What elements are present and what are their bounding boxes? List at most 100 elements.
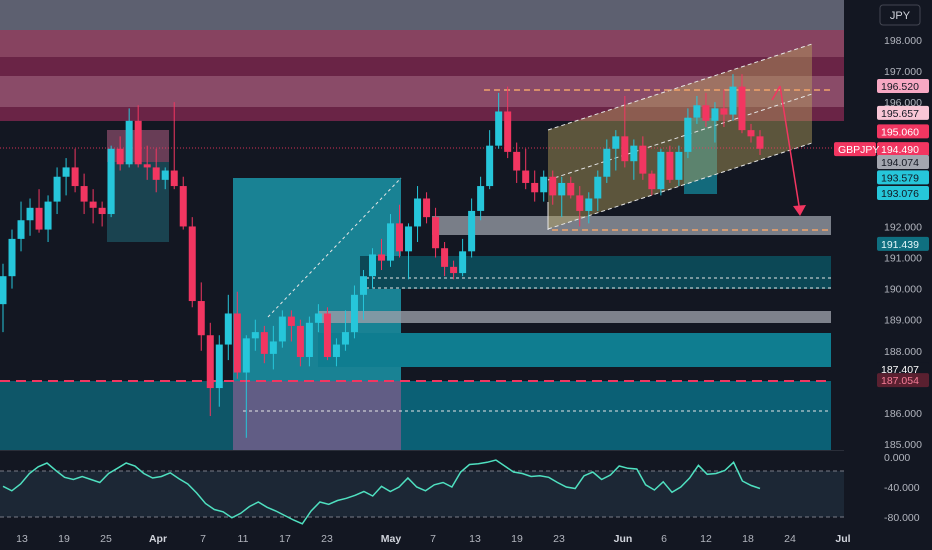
channel-lower-line <box>547 142 813 230</box>
candle-body <box>486 145 494 187</box>
candle-body <box>558 182 566 196</box>
top-grey-zone <box>0 0 844 30</box>
time-tick-label: 23 <box>553 533 565 545</box>
candle <box>486 130 494 190</box>
candle-body <box>260 332 268 354</box>
candle <box>215 335 223 407</box>
price-tag: 191.439 <box>877 236 929 251</box>
price-tag-box <box>877 124 929 139</box>
price-tag: 187.054 <box>877 373 929 388</box>
candle <box>296 319 304 367</box>
candle-body <box>143 164 151 168</box>
candle-body <box>17 220 25 239</box>
candle <box>522 148 530 190</box>
time-tick-label: Jun <box>614 533 633 545</box>
price-tag: 193.579 <box>877 170 929 185</box>
price-tag-label: 191.439 <box>881 239 919 251</box>
candle-body <box>585 198 593 211</box>
candle <box>720 89 728 128</box>
time-tick-label: 7 <box>200 533 206 545</box>
candle-body <box>134 120 142 165</box>
candle <box>459 238 467 277</box>
time-axis-background <box>0 525 932 550</box>
candle <box>387 214 395 267</box>
candle <box>432 207 440 258</box>
candle <box>423 192 431 224</box>
candle-body <box>44 201 52 230</box>
candle-body <box>152 167 160 180</box>
candle <box>242 335 250 438</box>
candle-body <box>197 301 205 336</box>
candle <box>125 108 133 168</box>
candle <box>477 176 485 221</box>
candle-body <box>125 120 133 165</box>
time-axis[interactable]: 13 19 25 Apr 7 11 17 23 May 7 13 19 23 Jun 6 12 18 24 Jul <box>16 533 851 545</box>
time-tick-label: 11 <box>238 533 249 545</box>
candle <box>143 145 151 180</box>
candle <box>540 170 548 202</box>
time-tick-label: Apr <box>149 533 167 545</box>
candle-body <box>206 335 214 389</box>
candle-layer <box>0 74 764 438</box>
candle-body <box>341 332 349 345</box>
pane-divider <box>0 450 880 451</box>
candle <box>107 145 115 218</box>
candle <box>98 201 106 227</box>
candle <box>738 74 746 134</box>
candle-body <box>224 313 232 345</box>
candle-body <box>314 313 322 323</box>
currency-badge[interactable]: JPY <box>879 4 921 26</box>
price-tick-label: 185.000 <box>884 439 922 451</box>
price-tag: 194.074 <box>877 155 929 170</box>
candle-body <box>423 198 431 218</box>
candle-body <box>675 151 683 180</box>
price-tag-box <box>877 373 929 388</box>
time-tick-label: 19 <box>511 533 523 545</box>
candle-body <box>71 167 79 187</box>
currency-badge-box <box>879 4 921 26</box>
candle-body <box>332 344 340 357</box>
candle-body <box>287 316 295 326</box>
candle-body <box>702 105 710 121</box>
candle-body <box>350 294 358 333</box>
candle-body <box>495 111 503 146</box>
candle-body <box>648 173 656 190</box>
candle <box>594 170 602 211</box>
candle-body <box>513 151 521 171</box>
candle-body <box>405 226 413 252</box>
candle-body <box>8 238 16 277</box>
candle <box>71 148 79 193</box>
time-tick-label: 23 <box>321 533 333 545</box>
candle <box>89 189 97 224</box>
price-tag-label: 195.060 <box>881 126 919 138</box>
candle-body <box>278 316 286 342</box>
candle <box>341 310 349 351</box>
price-tag: 195.657 <box>877 105 929 120</box>
candle <box>702 92 710 128</box>
candle-body <box>35 207 43 230</box>
candle <box>621 95 629 168</box>
candle-body <box>89 201 97 208</box>
price-tag-box <box>877 105 929 120</box>
candle <box>233 291 241 379</box>
price-tag-box <box>877 236 929 251</box>
candle <box>630 139 638 180</box>
time-tick-label: 17 <box>279 533 291 545</box>
price-tag-label: 193.076 <box>881 188 919 200</box>
candle <box>134 105 142 168</box>
candle-body <box>387 223 395 261</box>
candle <box>35 189 43 233</box>
candle <box>378 238 385 270</box>
candle-body <box>567 182 575 196</box>
candle <box>44 195 52 242</box>
time-tick-label: May <box>381 533 402 545</box>
candle <box>188 217 196 308</box>
rsi-axis[interactable]: 0.000 -40.000 -80.000 <box>884 452 920 524</box>
time-tick-label: Jul <box>835 533 850 545</box>
candle-body <box>639 145 647 174</box>
price-tick-label: 198.000 <box>884 35 922 47</box>
price-axis[interactable]: 198.000197.000196.000195.000194.000193.0… <box>844 0 932 525</box>
candle-body <box>116 148 124 165</box>
zone-layer <box>0 0 931 450</box>
